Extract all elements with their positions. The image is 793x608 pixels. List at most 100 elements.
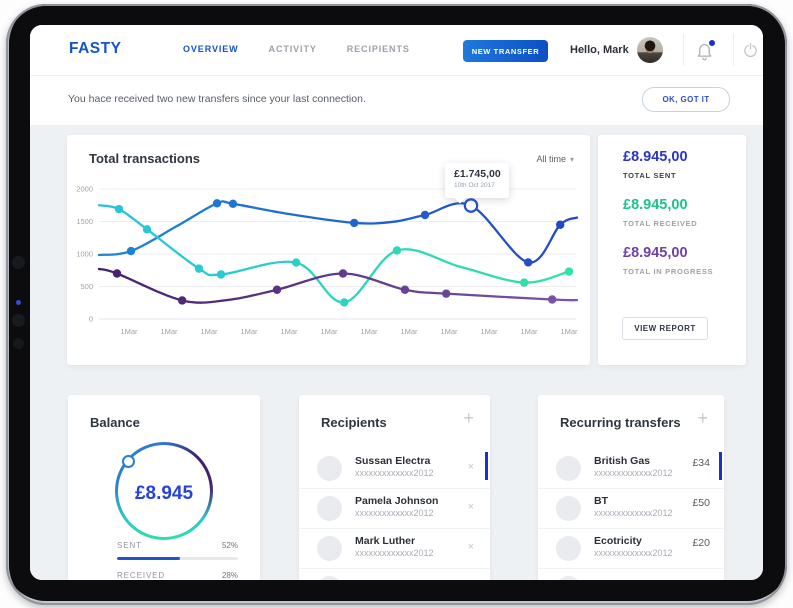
total-amount: £8.945,00 (623, 149, 688, 165)
item-account: xxxxxxxxxxxxx2012 (355, 468, 434, 478)
notification-bar: You hace received two new transfers sinc… (30, 75, 763, 126)
y-axis-tick: 1000 (76, 250, 93, 259)
balance-card: Balance £8.945 SENT 52% RECEIVED 28% (68, 395, 260, 580)
time-range-dropdown[interactable]: All time ▾ (536, 154, 574, 164)
tooltip-date: 10th Oct 2017 (454, 182, 495, 189)
donut-marker (122, 455, 135, 468)
tablet-frame: FASTY OVERVIEW ACTIVITY RECIPIENTS NEW TRA… (6, 4, 787, 605)
x-axis-tick: 1Mar (280, 327, 298, 336)
avatar (317, 576, 342, 580)
unread-dot (709, 40, 715, 46)
stat-percent: 52% (221, 541, 238, 550)
nav-item-overview[interactable]: OVERVIEW (183, 44, 239, 54)
total-amount: £8.945,00 (623, 245, 688, 261)
recurring-row[interactable] (538, 569, 724, 580)
data-point (292, 258, 301, 267)
side-camera-dot (12, 314, 25, 327)
recurring-row[interactable]: Ecotricity xxxxxxxxxxxxx2012 £20 (538, 529, 724, 569)
power-icon[interactable] (742, 42, 762, 62)
tooltip-value: £1.745,00 (454, 168, 501, 180)
x-axis-tick: 1Mar (120, 327, 138, 336)
avatar (556, 496, 581, 521)
data-point (114, 204, 124, 214)
notification-message: You hace received two new transfers sinc… (68, 93, 366, 105)
stat-label: RECEIVED (117, 571, 166, 580)
recipient-row[interactable] (299, 569, 490, 580)
stat-label: SENT (117, 541, 142, 550)
total-item: £8.945,00 TOTAL RECEIVED (623, 197, 697, 228)
item-name: Ecotricity (594, 535, 642, 547)
remove-item-icon[interactable]: × (467, 541, 474, 553)
item-account: xxxxxxxxxxxxx2012 (594, 508, 673, 518)
avatar (317, 536, 342, 561)
remove-item-icon[interactable]: × (467, 461, 474, 473)
side-camera-dot (12, 256, 25, 269)
total-item: £8.945,00 TOTAL IN PROGRESS (623, 245, 713, 276)
item-account: xxxxxxxxxxxxx2012 (355, 548, 434, 558)
x-axis-tick: 1Mar (400, 327, 418, 336)
data-point (350, 218, 359, 228)
recipients-card: Recipients + Sussan Electra xxxxxxxxxxxxx… (299, 395, 490, 580)
balance-stat-received: RECEIVED 28% (117, 571, 238, 580)
recurring-row[interactable]: British Gas xxxxxxxxxxxxx2012 £34 (538, 449, 724, 489)
add-recurring-button[interactable]: + (697, 408, 708, 428)
avatar (556, 456, 581, 481)
balance-donut-chart: £8.945 (115, 442, 213, 540)
side-camera-dot (13, 338, 24, 349)
new-transfer-button[interactable]: NEW TRANSFER (463, 40, 548, 62)
recipient-row[interactable]: Pamela Johnson xxxxxxxxxxxxx2012 × (299, 489, 490, 529)
item-amount: £34 (692, 457, 710, 469)
avatar (317, 456, 342, 481)
data-point (112, 269, 122, 278)
recurring-row[interactable]: BT xxxxxxxxxxxxx2012 £50 (538, 489, 724, 529)
y-axis-tick: 2000 (76, 185, 93, 194)
highlighted-data-point[interactable] (463, 198, 479, 213)
dashboard-content: Total transactions All time ▾ 0 500 1000 150… (30, 125, 763, 580)
item-name: Mark Luther (355, 535, 416, 547)
item-name: Pamela Johnson (355, 495, 439, 507)
x-axis-tick: 1Mar (240, 327, 258, 336)
scrollbar-thumb[interactable] (485, 452, 488, 480)
notification-bell-icon[interactable] (695, 40, 715, 61)
add-recipient-button[interactable]: + (463, 408, 474, 428)
x-axis-tick: 1Mar (360, 327, 378, 336)
recipient-row[interactable]: Sussan Electra xxxxxxxxxxxxx2012 × (299, 449, 490, 489)
data-point (272, 285, 282, 294)
x-axis-tick: 1Mar (560, 327, 578, 336)
brand-logo[interactable]: FASTY (69, 40, 122, 57)
time-range-value: All time (536, 153, 566, 164)
avatar[interactable] (637, 37, 663, 63)
nav-item-activity[interactable]: ACTIVITY (268, 44, 317, 54)
x-axis-tick: 1Mar (480, 327, 498, 336)
avatar (556, 536, 581, 561)
screen: FASTY OVERVIEW ACTIVITY RECIPIENTS NEW TRA… (30, 25, 763, 580)
recurring-transfers-card: Recurring transfers + British Gas xxxxxxx… (538, 395, 724, 580)
divider (733, 34, 734, 66)
item-name: Sussan Electra (355, 455, 431, 467)
x-axis-tick: 1Mar (520, 327, 538, 336)
x-axis-tick: 1Mar (440, 327, 458, 336)
ok-got-it-button[interactable]: OK, GOT IT (642, 87, 730, 112)
scrollbar-thumb[interactable] (719, 452, 722, 480)
main-nav: OVERVIEW ACTIVITY RECIPIENTS (183, 44, 440, 54)
y-axis-tick: 1500 (76, 217, 93, 226)
greeting-text: Hello, Mark (570, 44, 629, 56)
y-axis-tick: 500 (80, 282, 93, 291)
recipients-title: Recipients (321, 415, 387, 430)
remove-item-icon[interactable]: × (467, 501, 474, 513)
total-transactions-card: Total transactions All time ▾ 0 500 1000 150… (67, 135, 590, 365)
item-name: BT (594, 495, 608, 507)
recipient-row[interactable]: Mark Luther xxxxxxxxxxxxx2012 × (299, 529, 490, 569)
divider (683, 34, 684, 66)
nav-item-recipients[interactable]: RECIPIENTS (346, 44, 410, 54)
data-point (340, 298, 349, 307)
data-point (338, 269, 348, 278)
series-line-in_progress (97, 267, 579, 304)
data-point (420, 210, 430, 220)
data-point (392, 246, 402, 255)
view-report-button[interactable]: VIEW REPORT (622, 317, 708, 340)
data-point (548, 295, 557, 304)
transactions-line-chart[interactable]: 0 500 1000 1500 2000 1Mar 1Mar 1Mar 1Mar 1Mar 1Mar… (71, 181, 585, 349)
y-axis-tick: 0 (89, 315, 93, 324)
item-account: xxxxxxxxxxxxx2012 (594, 468, 673, 478)
